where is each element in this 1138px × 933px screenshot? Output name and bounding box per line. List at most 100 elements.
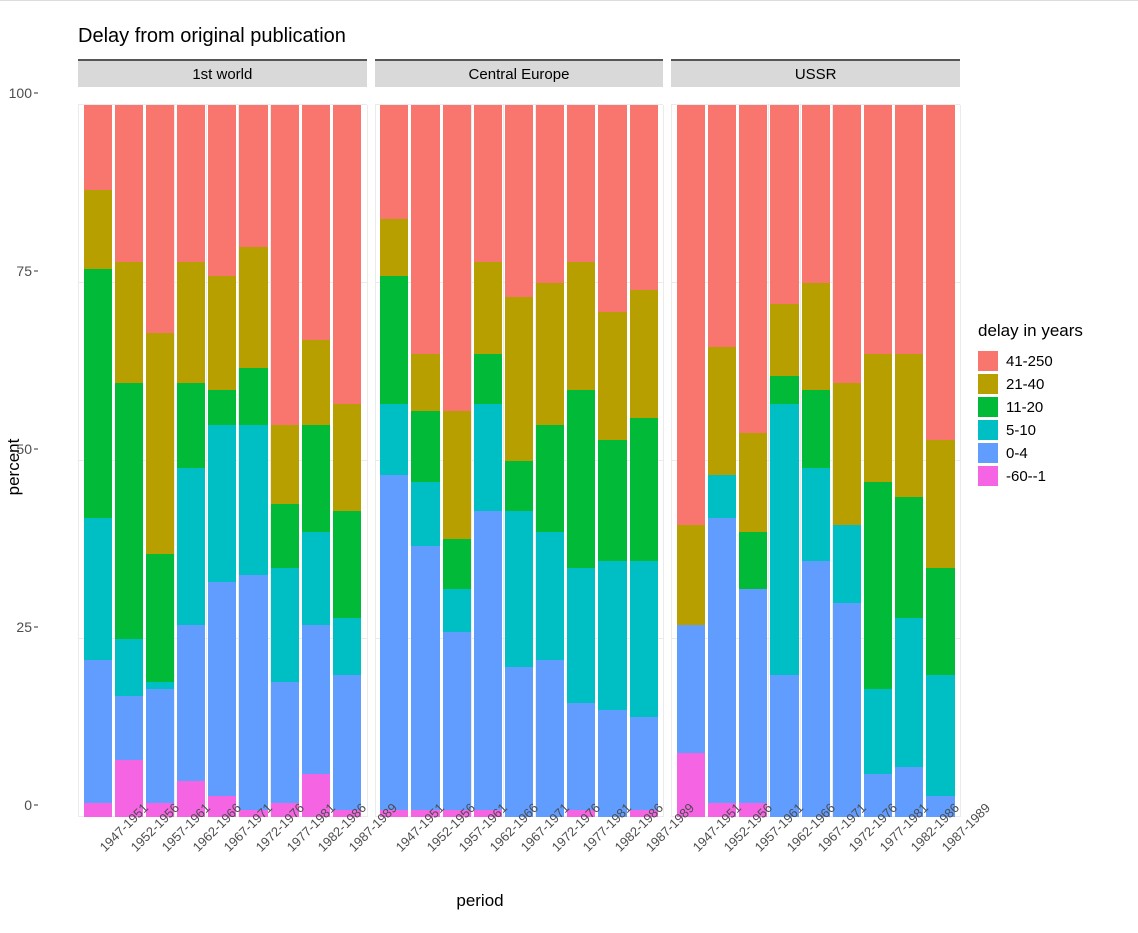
bar [895,105,923,817]
bar-segment [567,105,595,262]
bar-segment [411,546,439,809]
bar-segment [271,105,299,425]
bar-segment [115,262,143,383]
bar-segment [239,247,267,368]
legend-swatch [978,443,998,463]
bar-segment [411,411,439,482]
bar-segment [443,411,471,539]
bar-segment [864,689,892,774]
bar-segment [443,632,471,810]
bar-segment [177,262,205,383]
bar-segment [677,625,705,753]
bar-segment [926,568,954,675]
bar-segment [115,383,143,639]
bar-segment [505,511,533,668]
bar-segment [302,340,330,425]
bar-segment [895,497,923,618]
bar-segment [84,660,112,802]
bar-segment [208,582,236,796]
bar [802,105,830,817]
bar [115,105,143,817]
bar-segment [770,675,798,817]
plot-area [78,105,367,817]
legend-label: -60--1 [1006,468,1046,485]
legend-swatch [978,374,998,394]
bar-segment [411,105,439,354]
bar-segment [864,354,892,482]
bar-segment [677,525,705,625]
bar [833,105,861,817]
bar-segment [598,312,626,440]
x-tick-label: 1987-1989 [939,844,996,901]
bars [671,105,960,817]
bar-segment [567,568,595,703]
bar-segment [536,283,564,425]
bar [739,105,767,817]
panel [671,93,960,829]
bar-segment [411,482,439,546]
bar-segment [739,433,767,533]
legend-item: 21-40 [978,374,1083,394]
legend-item: -60--1 [978,466,1083,486]
bar-segment [567,390,595,568]
bar-segment [802,390,830,468]
panel [375,93,664,829]
legend: delay in years 41-25021-4011-205-100-4-6… [978,321,1083,489]
legend-label: 41-250 [1006,353,1053,370]
bar-segment [302,105,330,340]
legend-label: 21-40 [1006,376,1044,393]
bar-segment [895,105,923,354]
facet: USSR [671,59,960,829]
facet-strip: 1st world [78,59,367,87]
x-ticks: 1947-19511952-19561957-19611962-19661967… [78,833,960,913]
bar-segment [333,511,361,618]
bar-segment [115,639,143,696]
bar-segment [474,262,502,355]
gridline-v [367,105,368,817]
bar-segment [474,511,502,810]
facet: 1st world [78,59,367,829]
bar-segment [208,425,236,582]
bar-segment [739,589,767,803]
y-tick-label: 50 [16,441,32,457]
legend-swatch [978,397,998,417]
bar-segment [146,689,174,803]
bar [708,105,736,817]
bar-segment [333,675,361,810]
bar-segment [536,660,564,817]
bar-segment [630,561,658,718]
bar-segment [926,105,954,440]
bar-segment [177,468,205,625]
bar-segment [146,333,174,554]
bar [770,105,798,817]
bar-segment [833,383,861,525]
bar-segment [146,554,174,682]
bar-segment [271,568,299,682]
bar-segment [146,105,174,333]
bar-segment [802,283,830,390]
bar-segment [302,625,330,775]
legend-label: 0-4 [1006,445,1028,462]
bar-segment [271,682,299,803]
bar-segment [802,105,830,283]
bar [443,105,471,817]
legend-title: delay in years [978,321,1083,341]
bar-segment [333,404,361,511]
bar-segment [443,105,471,411]
bar-segment [302,532,330,625]
bars [78,105,367,817]
bar-segment [864,482,892,688]
bar-segment [239,105,267,247]
bar-segment [380,404,408,475]
bar-segment [380,475,408,810]
bar-segment [708,518,736,803]
y-tick-label: 0 [24,797,32,813]
bar [926,105,954,817]
bar-segment [84,518,112,660]
bar [84,105,112,817]
bar-segment [505,461,533,511]
bar-segment [708,105,736,347]
bar [380,105,408,817]
bar-segment [84,269,112,518]
y-tick-label: 75 [16,263,32,279]
